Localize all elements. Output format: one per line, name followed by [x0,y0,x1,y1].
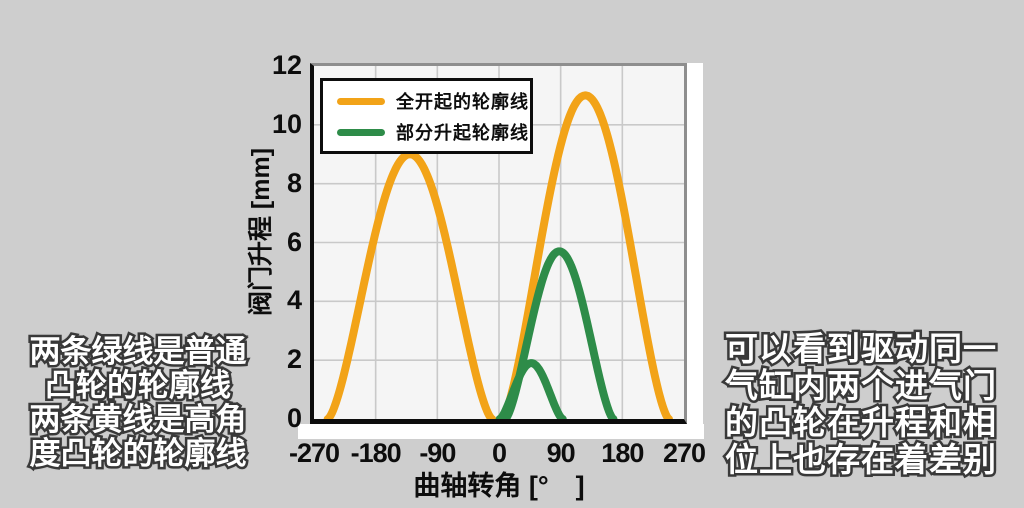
x-tick-label: 180 [601,438,644,468]
x-axis-title: 曲轴转角 [° ] [413,471,585,501]
y-tick-label: 8 [286,167,302,198]
curve-全开起的轮廓线 [502,95,669,419]
curve-部分升起轮廓线 [505,251,613,419]
y-tick-label: 12 [271,50,302,80]
y-tick-label: 6 [286,226,302,257]
annotation-line: 两条绿线是普通 [27,332,249,371]
annotation-line: 两条黄线是高角 [27,400,249,439]
x-tick-label: 270 [662,438,706,468]
annotation-line: 位上也存在着差别 [723,439,999,481]
y-axis-title: 阀门升程 [mm] [247,147,275,317]
annotation-line: 凸轮的轮廓线 [43,366,234,405]
x-tick-label: -270 [288,438,340,468]
annotation-line: 气缸内两个进气门 [723,365,999,407]
y-tick-label: 0 [286,403,302,433]
annotation-line: 可以看到驱动同一 [723,328,999,370]
legend-line-swatch [337,128,385,136]
chart-panel-right-margin [687,63,703,439]
legend-label: 全开起的轮廓线 [396,92,529,112]
x-tick-label: -180 [350,438,402,468]
y-tick-label: 4 [286,285,302,316]
annotation-line: 的凸轮在升程和相 [723,402,999,444]
legend-line-swatch [337,97,385,105]
y-tick-label: 10 [271,108,302,139]
legend-label: 部分升起轮廓线 [396,123,529,143]
legend-row: 部分升起轮廓线 [331,119,528,145]
x-tick-label: 90 [546,438,576,468]
plot-svg [314,66,684,419]
curve-全开起的轮廓线 [328,154,492,419]
x-tick-label: -90 [419,438,456,468]
y-tick-label: 2 [286,344,302,375]
plot-area: 全开起的轮廓线 部分升起轮廓线 [310,63,687,424]
chart-legend: 全开起的轮廓线 部分升起轮廓线 [320,78,533,154]
legend-row: 全开起的轮廓线 [331,88,528,114]
annotation-line: 度凸轮的轮廓线 [27,434,249,473]
chart-panel-bottom-margin [298,424,704,439]
annotation-right: 可以看到驱动同一 气缸内两个进气门 的凸轮在升程和相 位上也存在着差别 [708,328,1014,481]
x-tick-label: 0 [491,438,507,468]
annotation-left: 两条绿线是普通 凸轮的轮廓线 两条黄线是高角 度凸轮的轮廓线 [8,332,268,473]
